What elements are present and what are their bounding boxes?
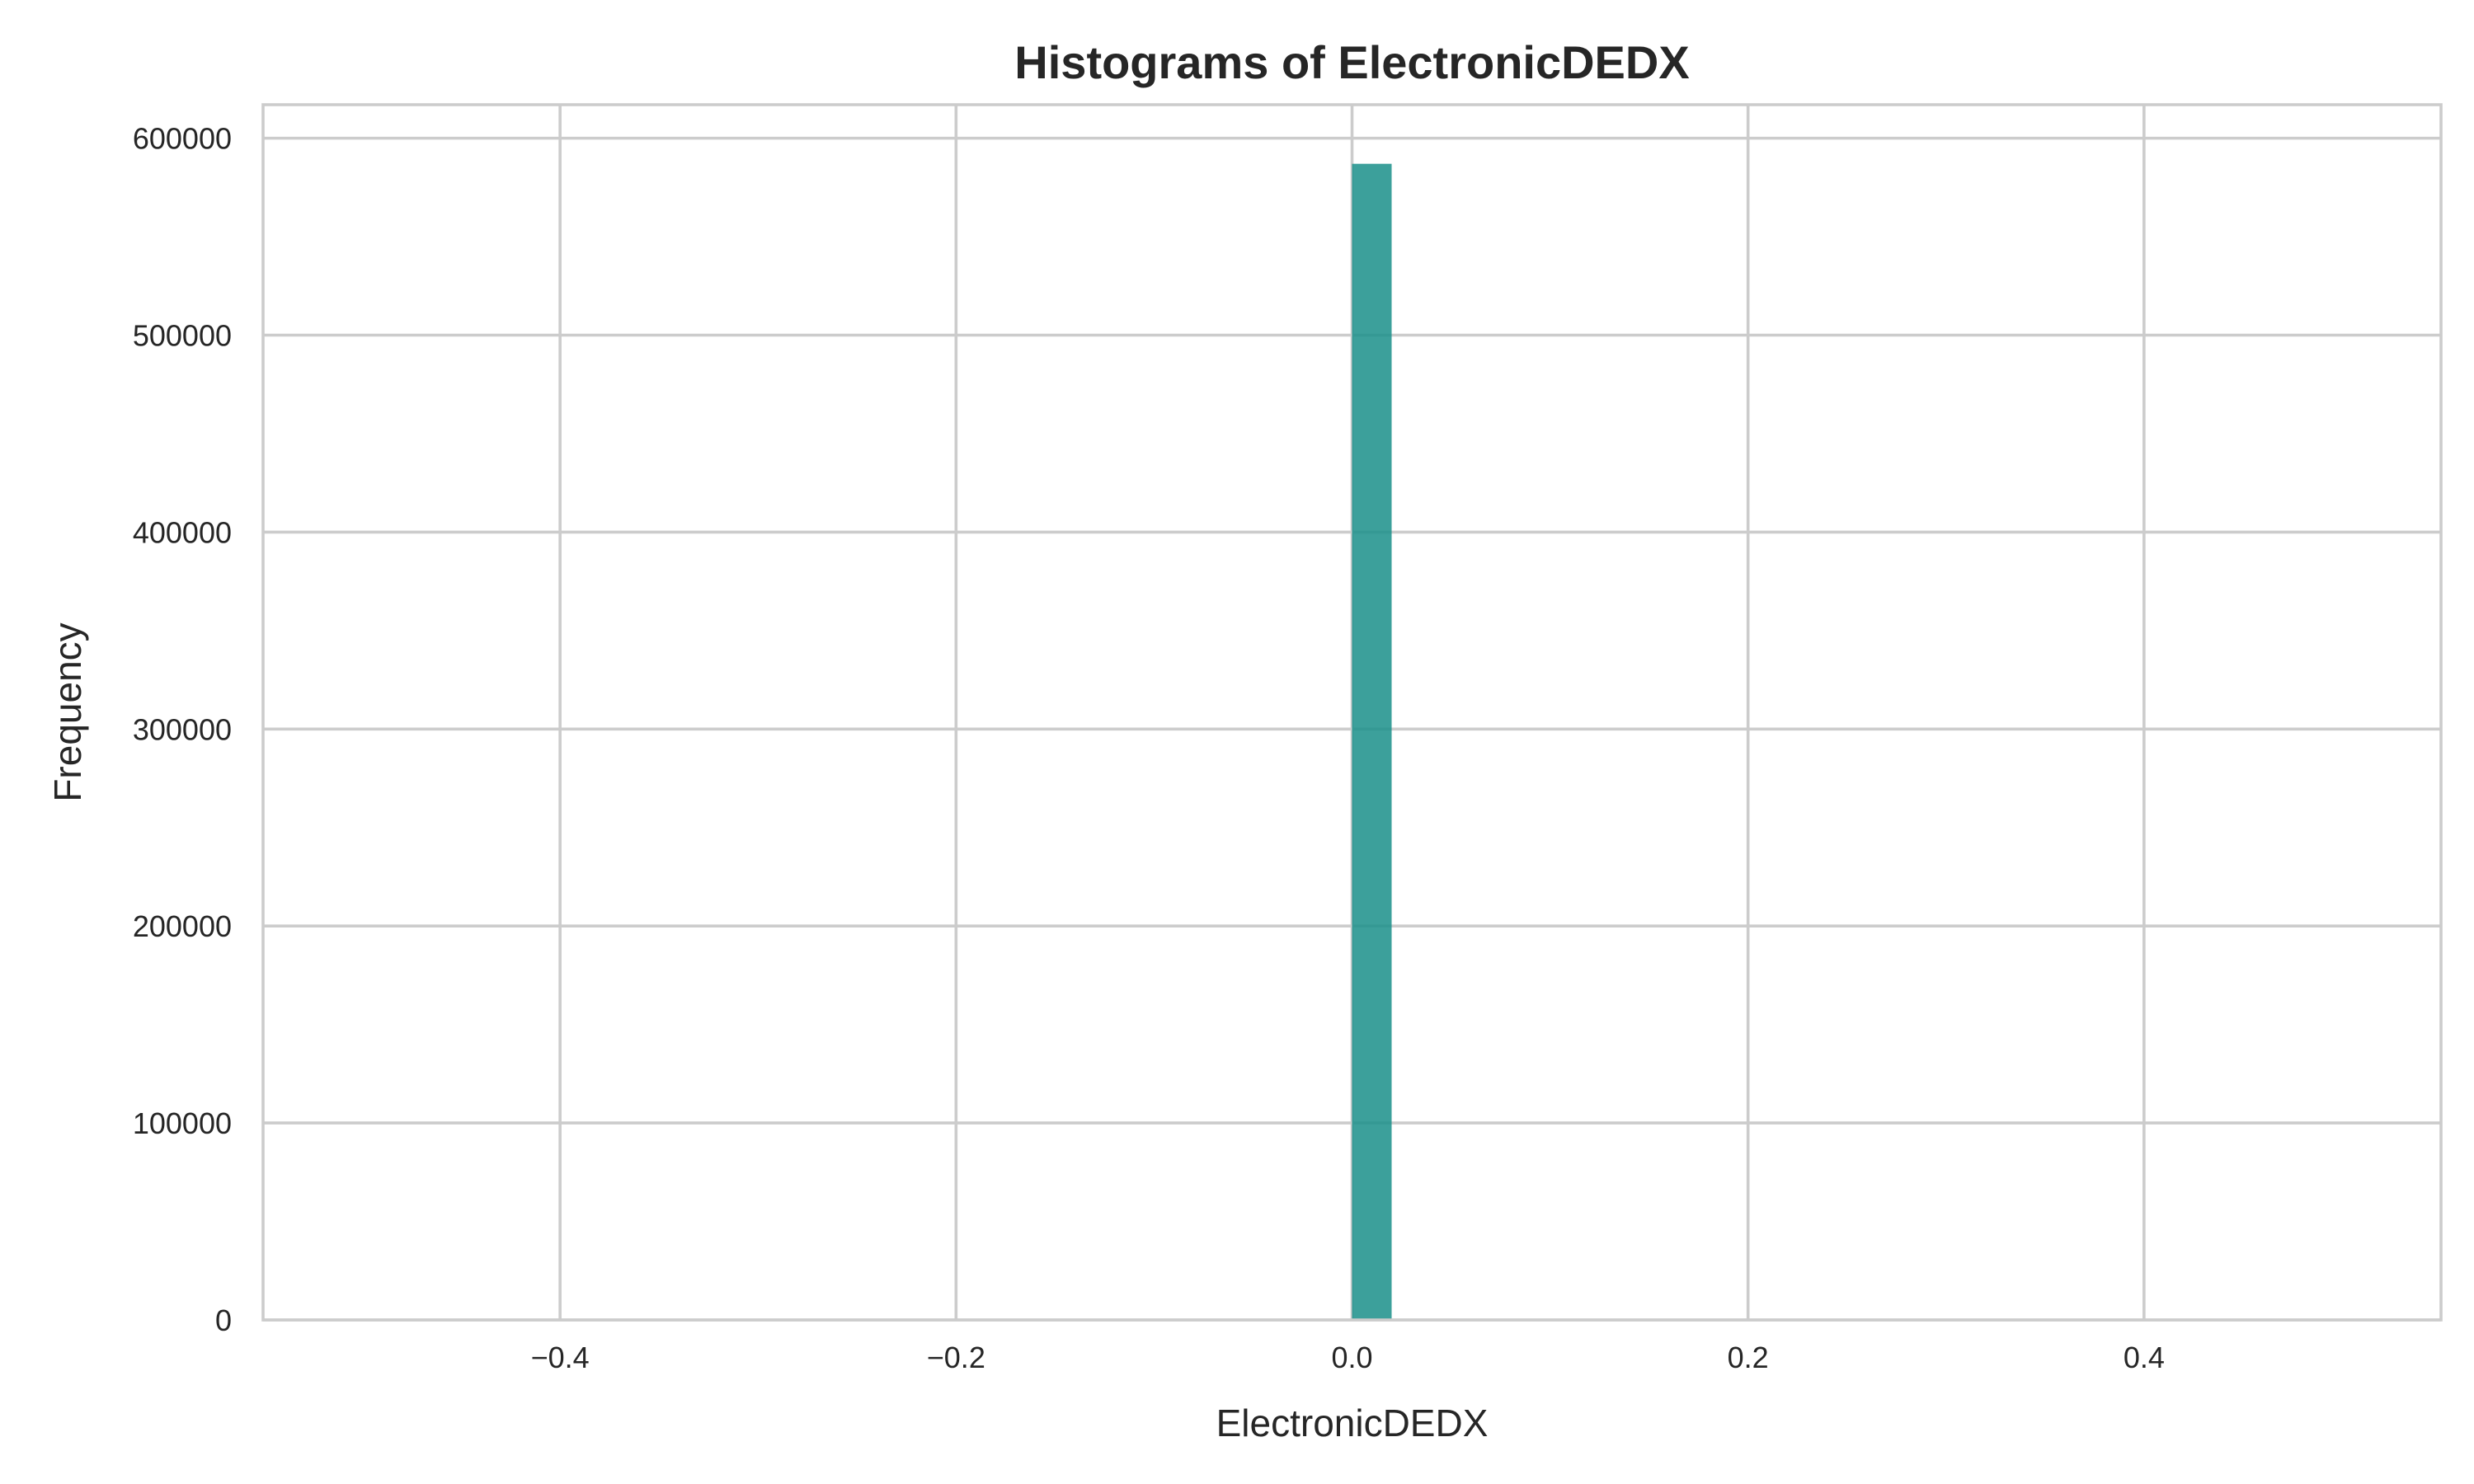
x-tick-label-2: 0.0 [1331, 1341, 1372, 1374]
x-tick-label-4: 0.4 [2124, 1341, 2165, 1374]
y-tick-label-5: 500000 [133, 319, 232, 353]
histogram-bar-0 [1352, 163, 1392, 1320]
x-tick-label-3: 0.2 [1728, 1341, 1769, 1374]
x-tick-labels: −0.4 −0.2 0.0 0.2 0.4 [531, 1341, 2165, 1374]
x-axis-label: ElectronicDEDX [1216, 1402, 1489, 1444]
y-tick-label-6: 600000 [133, 122, 232, 156]
y-tick-label-4: 400000 [133, 515, 232, 549]
x-tick-label-0: −0.4 [531, 1341, 590, 1374]
y-tick-label-0: 0 [215, 1303, 232, 1337]
y-axis-label: Frequency [46, 622, 89, 801]
y-tick-label-3: 300000 [133, 712, 232, 746]
histogram-bars [1352, 163, 1392, 1320]
y-tick-label-1: 100000 [133, 1106, 232, 1140]
y-tick-label-2: 200000 [133, 909, 232, 943]
plot-frame [261, 103, 2443, 1322]
chart-title: Histograms of ElectronicDEDX [1014, 36, 1689, 88]
y-tick-labels: 0 100000 200000 300000 400000 500000 600000 [133, 122, 232, 1337]
x-tick-label-1: −0.2 [927, 1341, 985, 1374]
